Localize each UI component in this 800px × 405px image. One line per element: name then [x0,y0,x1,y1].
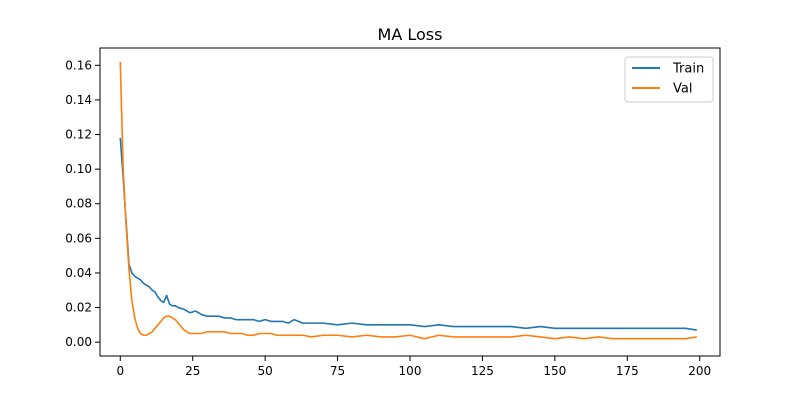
y-tick-label: 0.00 [65,335,92,349]
legend-label-train: Train [672,62,704,77]
series-line-val [119,61,697,340]
x-tick-label: 175 [616,364,639,378]
y-axis: 0.00 0.02 0.04 0.06 0.08 0.10 0.12 0.14 0.16 [65,58,100,349]
x-tick-label: 50 [257,364,272,378]
x-tick-label: 25 [185,364,200,378]
y-tick-label: 0.14 [65,93,92,107]
chart-title: MA Loss [378,25,443,44]
x-tick-label: 100 [399,364,422,378]
x-tick-label: 75 [330,364,345,378]
y-tick-label: 0.04 [65,266,92,280]
series-line-train [119,137,697,331]
legend-label-val: Val [673,82,692,97]
x-tick-label: 200 [688,364,711,378]
plot-frame [99,47,721,357]
y-tick-label: 0.16 [65,58,92,72]
y-tick-label: 0.12 [65,128,92,142]
series-lines [119,61,697,340]
legend: Train Val [624,56,714,103]
x-tick-label: 0 [116,364,124,378]
x-tick-label: 125 [471,364,494,378]
x-tick-label: 150 [543,364,566,378]
x-axis: 0 25 50 75 100 125 150 175 200 [116,356,711,378]
y-tick-label: 0.10 [65,162,92,176]
y-tick-label: 0.02 [65,301,92,315]
y-tick-label: 0.08 [65,197,92,211]
y-tick-label: 0.06 [65,231,92,245]
